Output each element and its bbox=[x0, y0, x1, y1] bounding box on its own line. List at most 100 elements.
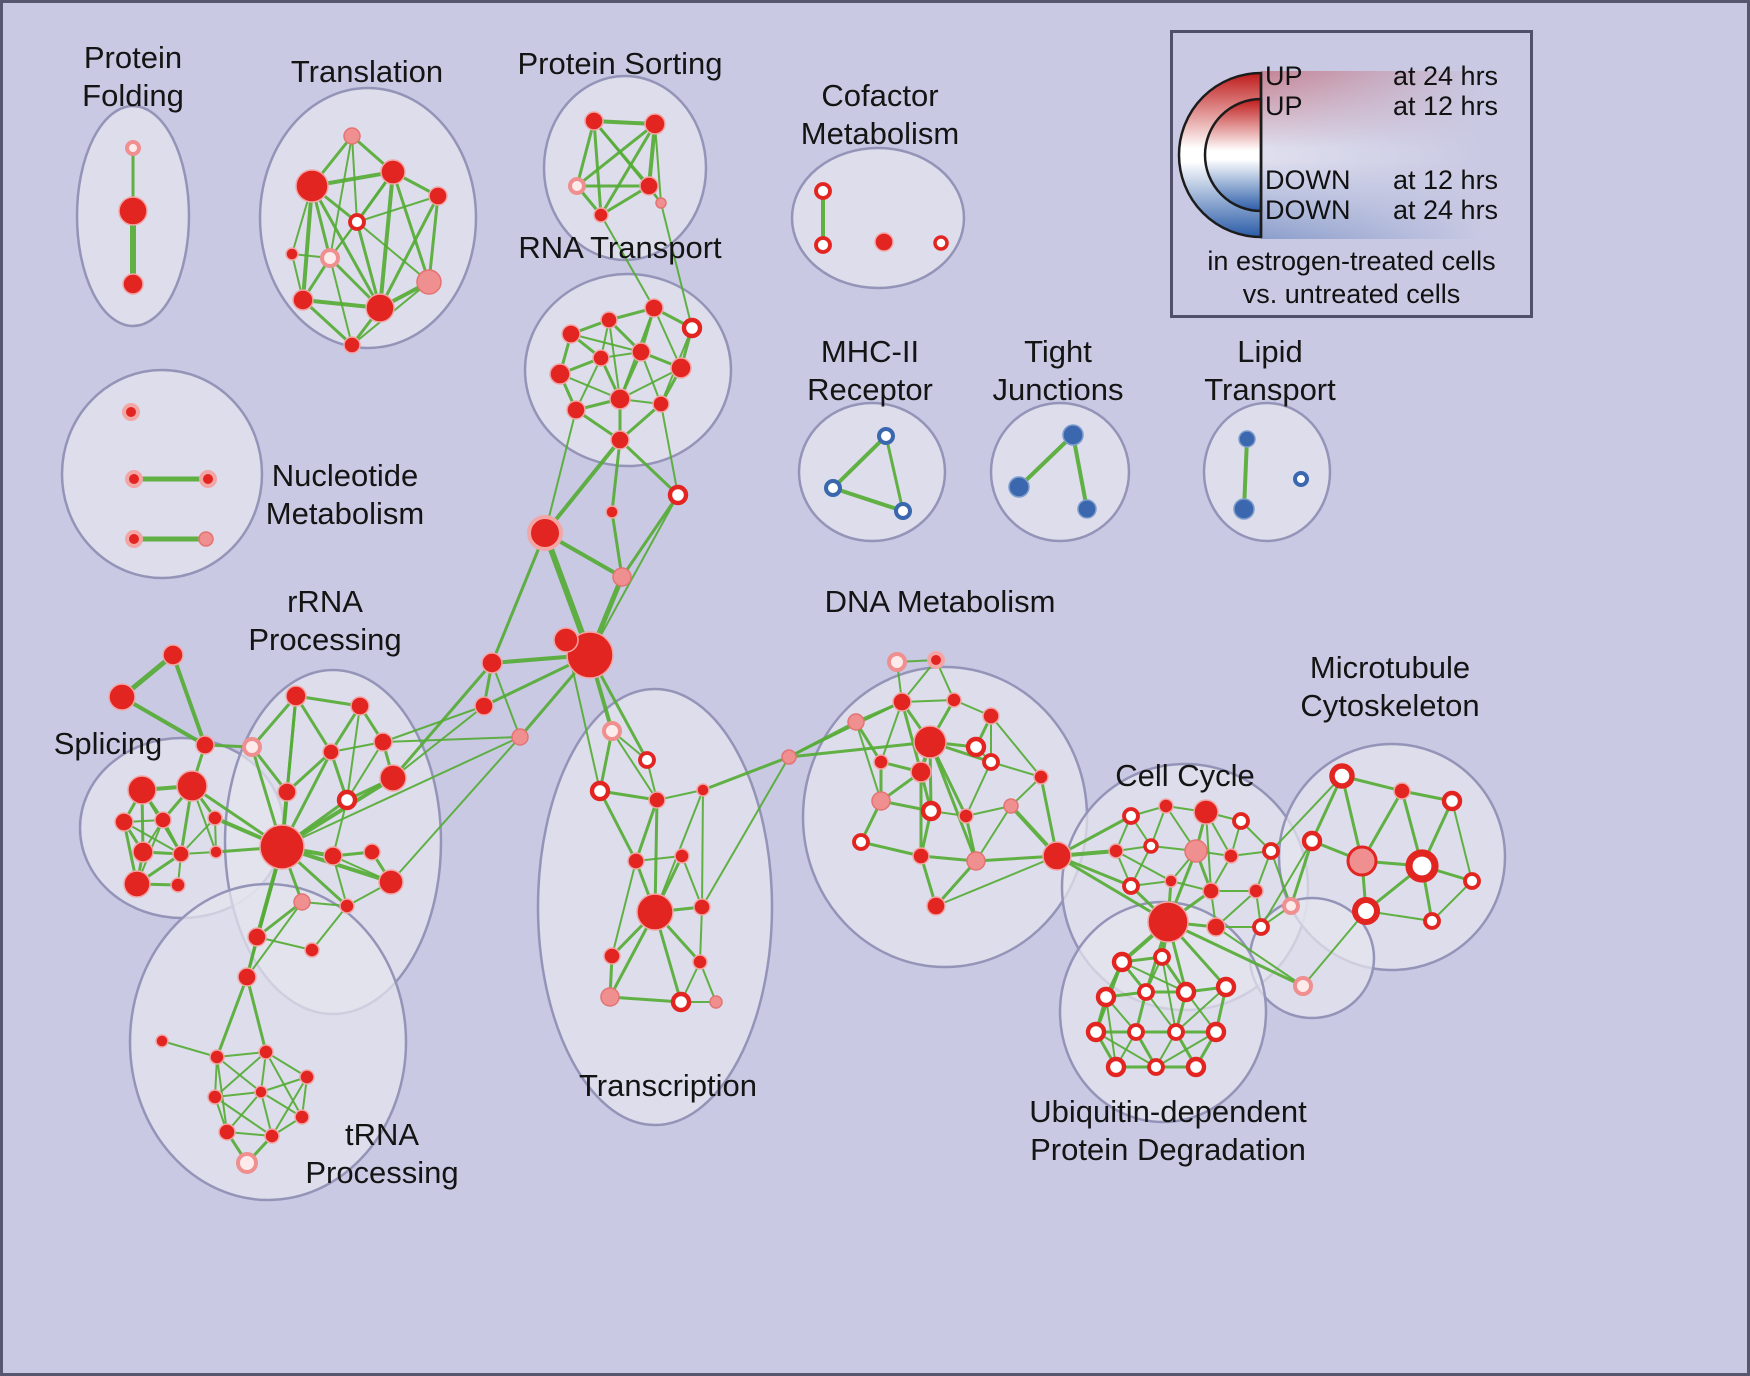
node-s bbox=[1248, 883, 1264, 899]
node-s bbox=[172, 845, 190, 863]
node-s bbox=[207, 810, 223, 826]
cluster-label-transcription: Transcription bbox=[579, 1068, 757, 1103]
edge bbox=[681, 855, 703, 908]
node-s bbox=[380, 159, 406, 185]
edge bbox=[250, 695, 298, 748]
node-s bbox=[1147, 901, 1189, 943]
cluster-label-cofactor-metabolism: Cofactor Metabolism bbox=[801, 78, 960, 151]
node-r bbox=[965, 736, 987, 758]
node-s bbox=[912, 847, 930, 865]
node-s bbox=[1042, 841, 1072, 871]
node-p bbox=[600, 987, 620, 1007]
edge bbox=[1270, 850, 1292, 907]
edge bbox=[285, 750, 333, 794]
edge bbox=[310, 185, 382, 309]
node-s bbox=[350, 696, 370, 716]
node-s bbox=[670, 357, 692, 379]
legend-node-glyph bbox=[1177, 71, 1523, 239]
node-r bbox=[1441, 790, 1463, 812]
node-r bbox=[1215, 976, 1237, 998]
node-s bbox=[207, 1089, 223, 1105]
node-s bbox=[910, 761, 932, 783]
edge bbox=[654, 123, 662, 204]
edge bbox=[491, 662, 521, 738]
cluster-label-splicing: Splicing bbox=[54, 726, 163, 761]
node-r bbox=[1185, 1056, 1207, 1078]
edge bbox=[1242, 438, 1249, 510]
node-r bbox=[589, 780, 611, 802]
legend-down-12-direction: DOWN bbox=[1265, 165, 1351, 195]
node-s bbox=[549, 363, 571, 385]
edge bbox=[975, 805, 1012, 862]
node-s bbox=[258, 1044, 274, 1060]
edge bbox=[1056, 854, 1169, 924]
node-bs bbox=[1008, 476, 1030, 498]
edge bbox=[120, 695, 207, 747]
node-s bbox=[1202, 882, 1220, 900]
edge bbox=[788, 740, 931, 759]
node-pr bbox=[568, 177, 586, 195]
cluster-label-rrna-processing: rRNA Processing bbox=[248, 584, 401, 657]
node-s bbox=[474, 696, 494, 716]
edge bbox=[216, 1051, 267, 1058]
node-p bbox=[511, 728, 529, 746]
node-sp bbox=[527, 515, 563, 551]
node-s bbox=[195, 735, 215, 755]
node-sp bbox=[122, 403, 140, 421]
edge bbox=[660, 403, 679, 496]
legend-gradient-fade bbox=[1261, 71, 1523, 239]
node-r bbox=[1105, 1056, 1127, 1078]
edge bbox=[900, 701, 923, 773]
node-s bbox=[373, 732, 393, 752]
node-r bbox=[933, 235, 949, 251]
node-s bbox=[365, 293, 395, 323]
node-s bbox=[162, 644, 184, 666]
edge bbox=[1289, 840, 1314, 907]
node-s bbox=[155, 1034, 169, 1048]
node-s bbox=[958, 808, 974, 824]
edge bbox=[576, 122, 656, 188]
node-p bbox=[1003, 798, 1019, 814]
edge bbox=[610, 511, 624, 578]
node-s bbox=[674, 848, 690, 864]
node-p bbox=[612, 567, 632, 587]
edge bbox=[1115, 850, 1172, 882]
edge bbox=[1175, 986, 1227, 1033]
edge bbox=[245, 976, 268, 1053]
edge bbox=[490, 532, 547, 664]
edge bbox=[559, 373, 621, 400]
node-sp bbox=[927, 651, 945, 669]
edge bbox=[884, 435, 905, 512]
node-s bbox=[247, 927, 267, 947]
node-r bbox=[1147, 1058, 1165, 1076]
node-pr bbox=[602, 721, 622, 741]
node-s bbox=[609, 388, 631, 410]
cluster-label-translation: Translation bbox=[291, 54, 443, 89]
edge bbox=[832, 486, 904, 513]
node-s bbox=[652, 395, 670, 413]
node-s bbox=[926, 896, 946, 916]
node-s bbox=[627, 852, 645, 870]
node-s bbox=[605, 505, 619, 519]
cluster-label-protein-folding: Protein Folding bbox=[82, 40, 184, 113]
edge bbox=[214, 1051, 267, 1098]
node-p bbox=[343, 127, 361, 145]
edge bbox=[1205, 811, 1212, 892]
edge bbox=[1167, 920, 1304, 988]
legend-down-24-time: at 24 hrs bbox=[1393, 195, 1499, 225]
edge bbox=[346, 741, 384, 801]
node-r bbox=[1122, 807, 1140, 825]
node-s bbox=[1223, 848, 1239, 864]
node-br bbox=[1293, 471, 1309, 487]
node-s bbox=[363, 843, 381, 861]
node-r bbox=[1463, 872, 1481, 890]
node-r bbox=[1085, 1021, 1107, 1043]
node-s bbox=[892, 692, 912, 712]
node-r bbox=[1143, 838, 1159, 854]
node-s bbox=[285, 247, 299, 261]
node-s bbox=[644, 298, 664, 318]
edge bbox=[600, 214, 655, 309]
node-s bbox=[176, 770, 208, 802]
node-pr bbox=[320, 248, 340, 268]
